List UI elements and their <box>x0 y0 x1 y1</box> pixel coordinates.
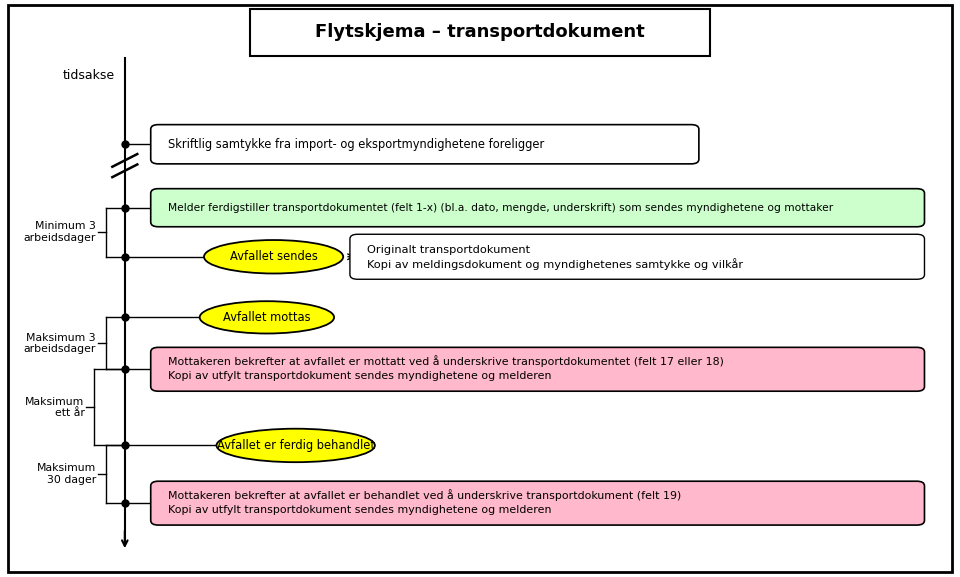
Text: Skriftlig samtykke fra import- og eksportmyndighetene foreligger: Skriftlig samtykke fra import- og ekspor… <box>168 138 544 151</box>
Text: Kopi av meldingsdokument og myndighetenes samtykke og vilkår: Kopi av meldingsdokument og myndighetene… <box>367 258 743 270</box>
FancyBboxPatch shape <box>349 234 924 279</box>
Text: Mottakeren bekrefter at avfallet er behandlet ved å underskrive transportdokumen: Mottakeren bekrefter at avfallet er beha… <box>168 489 682 501</box>
Text: Originalt transportdokument: Originalt transportdokument <box>367 245 530 255</box>
Text: Kopi av utfylt transportdokument sendes myndighetene og melderen: Kopi av utfylt transportdokument sendes … <box>168 505 551 515</box>
Text: Avfallet er ferdig behandlet: Avfallet er ferdig behandlet <box>217 439 374 452</box>
FancyBboxPatch shape <box>151 481 924 525</box>
Ellipse shape <box>217 429 375 462</box>
FancyBboxPatch shape <box>151 347 924 391</box>
Text: Melder ferdigstiller transportdokumentet (felt 1-x) (bl.a. dato, mengde, undersk: Melder ferdigstiller transportdokumentet… <box>168 203 833 213</box>
Text: Kopi av utfylt transportdokument sendes myndighetene og melderen: Kopi av utfylt transportdokument sendes … <box>168 371 551 381</box>
Text: tidsakse: tidsakse <box>63 69 115 81</box>
Text: Avfallet sendes: Avfallet sendes <box>229 250 318 263</box>
Ellipse shape <box>204 240 343 273</box>
Text: Maksimum
30 dager: Maksimum 30 dager <box>36 463 96 485</box>
Text: Avfallet mottas: Avfallet mottas <box>223 311 311 324</box>
FancyBboxPatch shape <box>151 125 699 164</box>
FancyBboxPatch shape <box>250 9 710 56</box>
Text: Maksimum
ett år: Maksimum ett år <box>25 396 84 418</box>
FancyBboxPatch shape <box>151 189 924 227</box>
Ellipse shape <box>200 301 334 334</box>
Text: Minimum 3
arbeidsdager: Minimum 3 arbeidsdager <box>24 222 96 243</box>
Text: Flytskjema – transportdokument: Flytskjema – transportdokument <box>315 23 645 42</box>
Text: Maksimum 3
arbeidsdager: Maksimum 3 arbeidsdager <box>24 332 96 354</box>
Text: Mottakeren bekrefter at avfallet er mottatt ved å underskrive transportdokumente: Mottakeren bekrefter at avfallet er mott… <box>168 355 724 367</box>
